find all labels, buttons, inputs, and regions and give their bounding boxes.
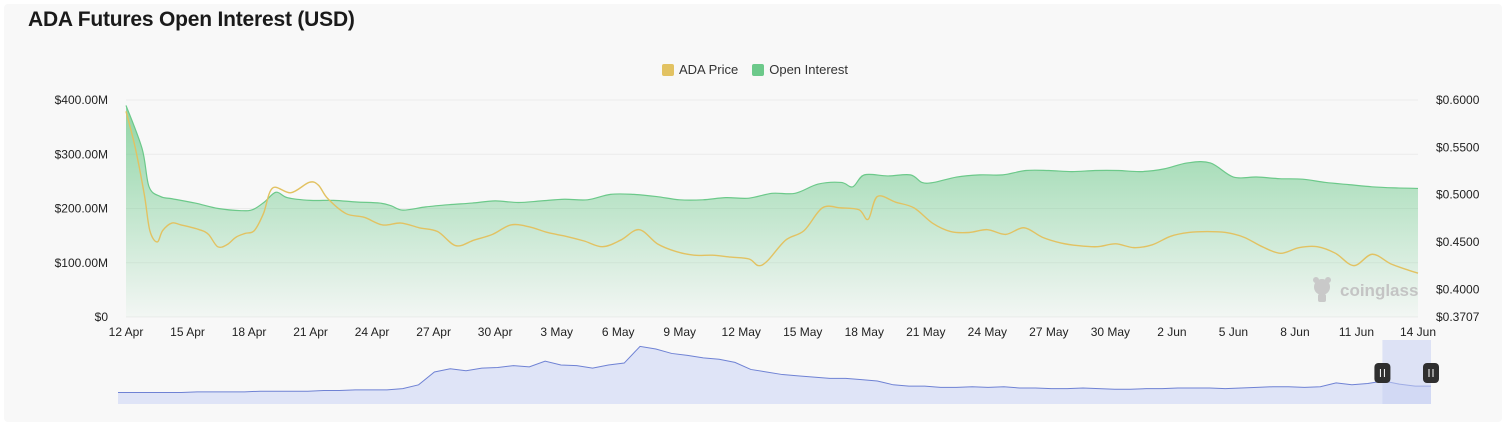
x-tick-label: 9 May	[663, 325, 696, 339]
legend-item-open-interest[interactable]: Open Interest	[752, 62, 848, 77]
coinglass-watermark: coinglass	[1313, 277, 1418, 302]
open-interest-line	[125, 105, 1419, 212]
series-layer	[125, 105, 1419, 317]
navigator-selection[interactable]	[1382, 340, 1431, 404]
y-right-tick-label: $0.6000	[1436, 93, 1480, 107]
x-tick-label: 18 May	[845, 325, 884, 339]
y-right-tick-label: $0.5500	[1436, 140, 1480, 154]
legend-label-ada-price: ADA Price	[678, 62, 739, 77]
legend-swatch-ada-price	[661, 63, 674, 76]
x-tick-label: 6 May	[602, 325, 635, 339]
y-right-tick-label: $0.5000	[1436, 188, 1480, 202]
x-tick-label: 21 Apr	[293, 325, 328, 339]
x-tick-label: 24 May	[968, 325, 1007, 339]
y-left-tick-label: $300.00M	[55, 147, 108, 161]
y-left-tick-label: $0	[95, 310, 109, 324]
y-left-tick-label: $100.00M	[55, 256, 108, 270]
x-tick-label: 12 May	[722, 325, 761, 339]
navigator-line	[118, 345, 1431, 393]
legend-label-open-interest: Open Interest	[769, 62, 849, 77]
chart-legend: ADA Price Open Interest	[0, 62, 1510, 77]
x-tick-label: 15 Apr	[170, 325, 205, 339]
open-interest-area	[126, 105, 1418, 317]
y-right-tick-label: $0.3707	[1436, 310, 1480, 324]
legend-swatch-open-interest	[752, 63, 765, 76]
x-tick-label: 30 May	[1091, 325, 1130, 339]
x-tick-label: 24 Apr	[355, 325, 390, 339]
chart-title: ADA Futures Open Interest (USD)	[28, 8, 355, 31]
x-tick-label: 18 Apr	[232, 325, 267, 339]
ada-price-line	[125, 111, 1419, 274]
y-left-tick-label: $200.00M	[55, 202, 108, 216]
x-tick-label: 15 May	[783, 325, 822, 339]
navigator[interactable]	[118, 340, 1439, 404]
x-tick-label: 8 Jun	[1280, 325, 1309, 339]
navigator-area	[118, 346, 1431, 404]
x-tick-label: 21 May	[906, 325, 945, 339]
x-tick-label: 27 May	[1029, 325, 1068, 339]
x-tick-label: 11 Jun	[1339, 325, 1374, 339]
navigator-left-handle[interactable]	[1374, 363, 1391, 383]
x-tick-label: 2 Jun	[1157, 325, 1186, 339]
coinglass-watermark-text: coinglass	[1340, 281, 1418, 300]
x-tick-label: 27 Apr	[416, 325, 451, 339]
legend-item-ada-price[interactable]: ADA Price	[661, 62, 739, 77]
x-tick-label: 30 Apr	[478, 325, 513, 339]
y-left-tick-label: $400.00M	[55, 93, 108, 107]
y-right-tick-label: $0.4500	[1436, 235, 1480, 249]
y-right-tick-label: $0.4000	[1436, 282, 1480, 296]
navigator-right-handle[interactable]	[1423, 363, 1439, 383]
x-tick-label: 12 Apr	[109, 325, 144, 339]
x-tick-label: 14 Jun	[1400, 325, 1436, 339]
x-tick-label: 5 Jun	[1219, 325, 1248, 339]
axis-layer: $0 $100.00M $200.00M $300.00M $400.00M $0.370…	[55, 93, 1480, 339]
x-tick-label: 3 May	[540, 325, 573, 339]
coinglass-logo-icon	[1313, 277, 1331, 302]
